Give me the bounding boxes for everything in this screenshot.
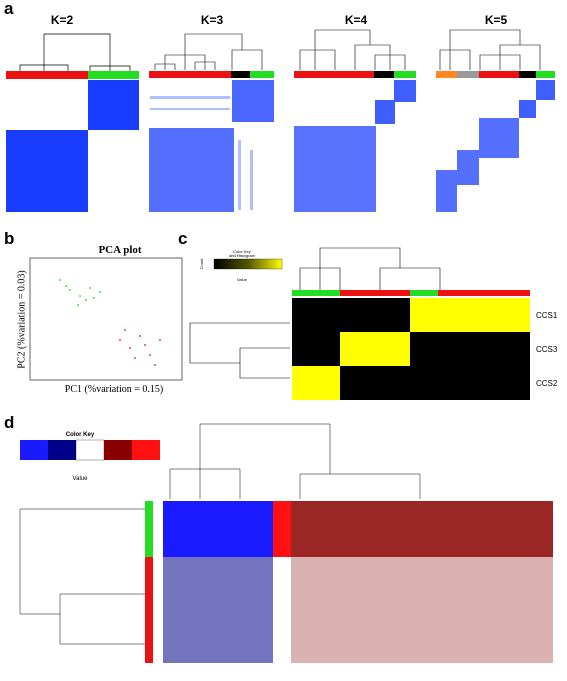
k3-block-1	[232, 80, 274, 122]
pca-red-points	[119, 329, 161, 366]
k2-red-bar	[6, 71, 88, 79]
k4-dendrogram	[299, 29, 406, 70]
k5-block-1	[536, 80, 555, 100]
k5-block-5	[436, 170, 457, 212]
d-darkred-block	[291, 501, 553, 557]
k3-red-bar	[149, 71, 231, 78]
pca-xlabel: PC1 (%variation = 0.15)	[64, 384, 164, 395]
k2-dendrogram	[19, 33, 131, 71]
k5-block-2	[519, 100, 536, 118]
c-red-bar-2	[438, 290, 530, 296]
c-key-value-label: Value	[237, 277, 247, 282]
k4-green-bar	[394, 71, 416, 78]
c-green-bar-1	[292, 290, 340, 296]
k4-block-1	[394, 80, 416, 102]
k3-block-2	[149, 128, 234, 212]
c-row-label-ccs1: CCS1	[536, 311, 558, 320]
d-blue-block	[163, 501, 273, 557]
d-row-dendrogram	[19, 508, 145, 645]
c-col-dendrogram	[299, 247, 441, 290]
k4-block-3	[294, 126, 376, 212]
d-col-dendrogram	[169, 423, 421, 499]
d-darkred-sparse	[291, 557, 553, 663]
panel-b-letter: b	[4, 229, 15, 248]
d-figure	[19, 423, 553, 663]
pca-title: PCA plot	[98, 244, 142, 256]
k2-block-2	[6, 130, 88, 212]
pca-frame	[29, 257, 183, 381]
d-key-value-label: Value	[72, 476, 88, 482]
k3-title: K=3	[200, 13, 224, 27]
c-row-label-ccs2: CCS2	[536, 379, 558, 388]
c-figure: CCS1 CCS3 CCS2	[189, 247, 558, 400]
d-key-bar	[20, 439, 160, 461]
d-navy-block	[163, 557, 273, 663]
d-red-stripe	[273, 501, 291, 557]
k2-block-1	[88, 80, 139, 130]
k4-black-bar	[374, 71, 394, 78]
pca-green-points	[59, 279, 101, 306]
k4-title: K=4	[344, 13, 368, 27]
c-key-subtitle: and Histogram	[228, 253, 255, 258]
k5-red-bar	[479, 71, 519, 78]
c-green-bar-2	[410, 290, 438, 296]
k2-green-bar	[88, 71, 139, 79]
c-row-dendrogram	[189, 322, 290, 379]
k2-title: K=2	[50, 13, 74, 27]
d-red-side-bar	[145, 557, 153, 663]
c-red-bar-1	[340, 290, 410, 296]
k3-green-bar	[250, 71, 274, 78]
c-row-label-ccs3: CCS3	[536, 345, 558, 354]
panel-a-letter: a	[4, 0, 14, 18]
pca-plot	[29, 257, 183, 381]
d-green-side-bar	[145, 501, 153, 557]
c-row3-yellow	[292, 366, 340, 400]
k3-noise	[150, 96, 253, 210]
d-key-title: Color Key	[65, 432, 95, 438]
panel-d-letter: d	[4, 413, 15, 432]
k5-gray-bar	[457, 71, 479, 78]
k5-dendrogram	[439, 29, 541, 70]
pca-ylabel: PC2 (%variation = 0.03)	[16, 270, 28, 369]
k5-green-bar	[536, 71, 555, 78]
k3-dendrogram	[154, 33, 263, 70]
panel-c-letter: c	[178, 229, 188, 248]
c-row1-yellow	[410, 298, 530, 332]
k3-black-bar	[231, 71, 250, 78]
c-key-bar	[213, 258, 283, 270]
panel-a-figure	[6, 29, 555, 212]
k5-black-bar	[519, 71, 536, 78]
c-row2-yellow	[340, 332, 410, 366]
c-key-title: Color Key	[233, 249, 251, 254]
k5-block-3	[479, 118, 519, 158]
k4-block-2	[375, 100, 395, 124]
k5-block-4	[457, 150, 479, 185]
k5-title: K=5	[484, 13, 508, 27]
k4-red-bar	[294, 71, 374, 78]
k5-orange-bar	[436, 71, 457, 78]
